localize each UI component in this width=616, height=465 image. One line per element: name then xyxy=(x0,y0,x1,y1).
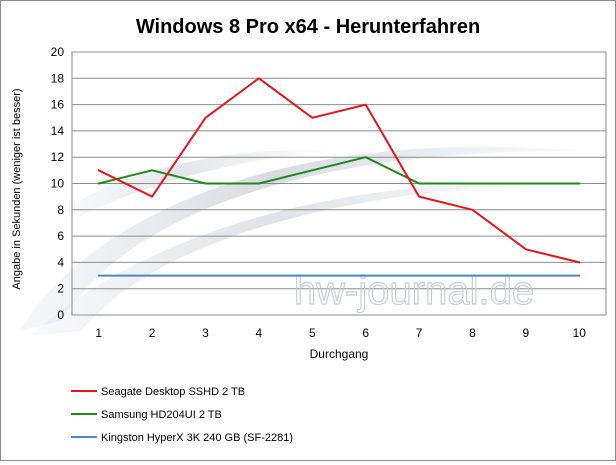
y-tick-label: 20 xyxy=(51,45,65,59)
x-tick-label: 2 xyxy=(149,326,156,340)
x-tick-label: 1 xyxy=(95,326,102,340)
y-tick-label: 16 xyxy=(51,98,65,112)
x-tick-label: 5 xyxy=(309,326,316,340)
x-tick-label: 7 xyxy=(416,326,423,340)
y-tick-label: 14 xyxy=(51,124,65,138)
x-axis-label: Durchgang xyxy=(310,347,369,361)
legend-label: Samsung HD204UI 2 TB xyxy=(101,409,222,421)
y-axis-label: Angabe in Sekunden (weniger ist besser) xyxy=(11,88,23,289)
series-lines xyxy=(97,77,581,277)
legend-label: Kingston HyperX 3K 240 GB (SF-2281) xyxy=(101,432,293,444)
y-tick-label: 6 xyxy=(57,229,64,243)
x-tick-label: 10 xyxy=(573,326,587,340)
y-tick-label: 12 xyxy=(51,150,65,164)
series-line xyxy=(97,77,581,264)
chart-title: Windows 8 Pro x64 - Herunterfahren xyxy=(136,16,480,38)
x-tick-label: 8 xyxy=(469,326,476,340)
legend-label: Seagate Desktop SSHD 2 TB xyxy=(101,386,245,398)
y-tick-label: 10 xyxy=(51,177,65,191)
y-tick-label: 0 xyxy=(57,308,64,322)
x-tick-label: 9 xyxy=(523,326,530,340)
x-tick-label: 6 xyxy=(362,326,369,340)
y-tick-label: 4 xyxy=(57,255,64,269)
y-tick-label: 2 xyxy=(57,282,64,296)
series-line xyxy=(97,156,581,185)
legend: Seagate Desktop SSHD 2 TB Samsung HD204UI… xyxy=(71,386,293,444)
x-tick-label: 3 xyxy=(202,326,209,340)
x-tick-label: 4 xyxy=(256,326,263,340)
gridlines xyxy=(72,51,606,290)
x-axis-ticks: 1 2 3 4 5 6 7 8 9 10 xyxy=(95,326,586,340)
y-axis-ticks: 0 2 4 6 8 10 12 14 16 18 20 xyxy=(51,45,65,322)
y-tick-label: 8 xyxy=(57,203,64,217)
y-tick-label: 18 xyxy=(51,71,65,85)
